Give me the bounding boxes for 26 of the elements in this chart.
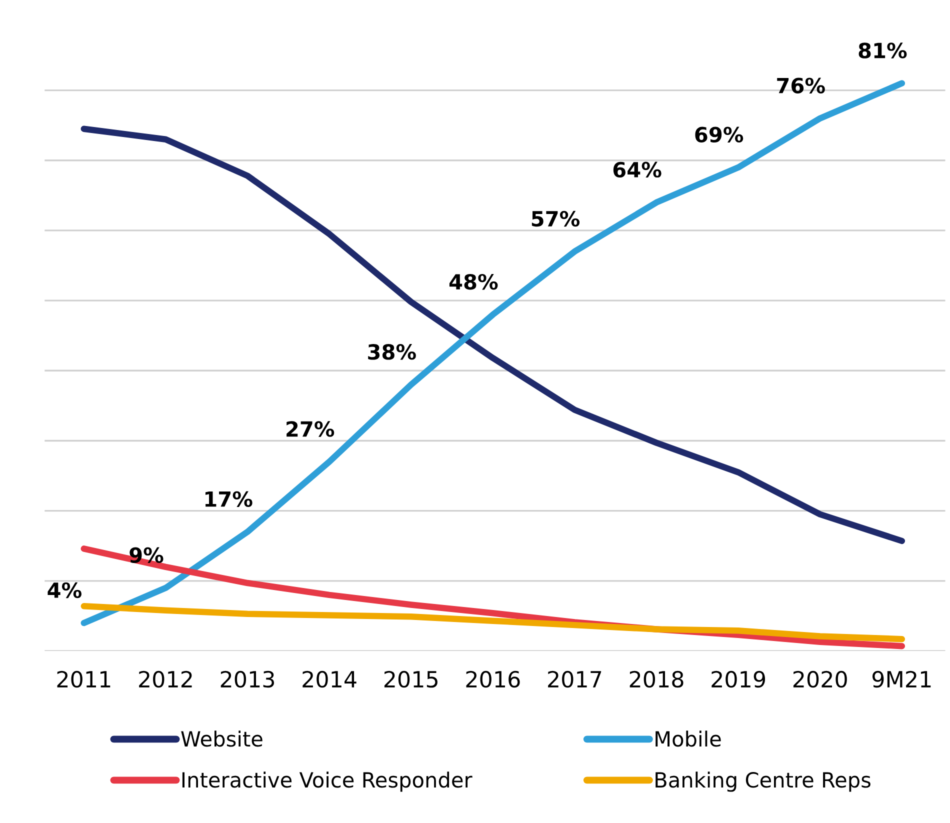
legend-label: Mobile [656,730,721,747]
data-label: 69% [695,126,744,143]
legend-label: Interactive Voice Responder [182,772,472,792]
data-label: 48% [449,274,498,290]
legend-label: Website [181,730,262,747]
x-tick-label: 9M21 [872,670,931,688]
data-label: 81% [858,42,907,58]
data-label: 4% [48,582,82,598]
x-tick-label: 2014 [302,670,356,688]
x-tick-label: 2019 [712,670,766,688]
data-label: 9% [130,547,164,564]
x-tick-label: 2015 [384,670,438,688]
x-tick-label: 2018 [630,670,684,688]
legend-label: Banking Centre Reps [656,772,870,792]
data-label: 27% [286,421,334,437]
x-tick-label: 2020 [793,670,847,688]
data-label: 64% [613,162,662,178]
data-label: 38% [368,344,416,360]
data-label: 57% [532,210,580,227]
x-tick-label: 2016 [466,670,520,688]
x-tick-label: 2017 [548,670,602,688]
x-tick-label: 2012 [139,670,192,688]
x-tick-label: 2011 [57,670,110,688]
data-label: 17% [205,491,252,507]
data-label: 76% [777,78,825,94]
x-tick-label: 2013 [220,670,274,688]
